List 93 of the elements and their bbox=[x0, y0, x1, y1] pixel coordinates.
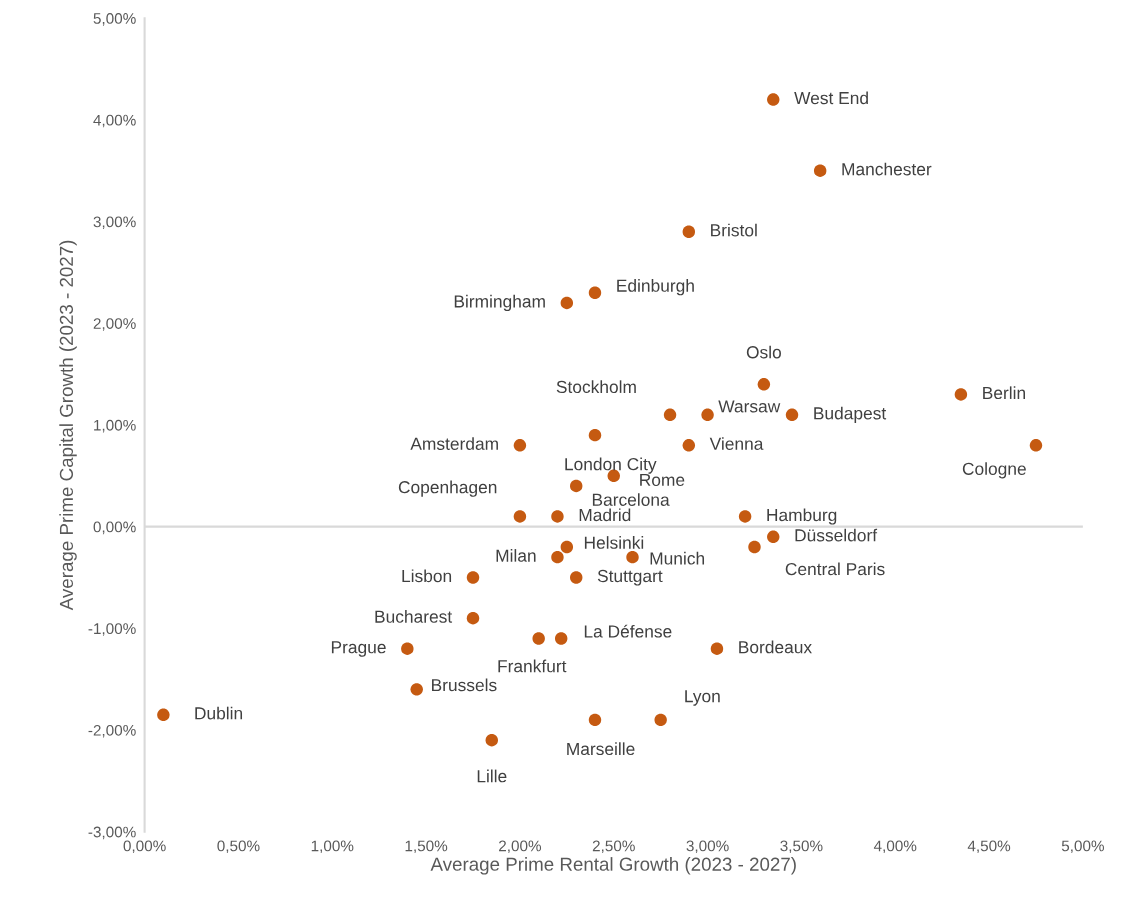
point bbox=[748, 540, 761, 554]
point bbox=[588, 428, 602, 442]
point bbox=[757, 378, 771, 391]
y-tick-label: -2,00% bbox=[88, 724, 136, 738]
point bbox=[157, 708, 170, 721]
annotation: Vienna bbox=[709, 437, 764, 450]
annotation: Central Paris bbox=[785, 562, 885, 576]
point bbox=[710, 642, 724, 655]
y-tick-label: -1,00% bbox=[88, 623, 136, 636]
annotation: Amsterdam bbox=[410, 437, 498, 450]
x-tick-label: 3,00% bbox=[686, 840, 729, 854]
annotation: Edinburgh bbox=[617, 279, 694, 296]
annotation: Birmingham bbox=[454, 294, 545, 312]
point bbox=[663, 408, 677, 421]
x-tick-label: 4,50% bbox=[967, 840, 1011, 854]
annotation: Lille bbox=[477, 769, 507, 783]
annotation: Warsaw bbox=[718, 400, 781, 413]
annotation: Brussels bbox=[432, 678, 497, 692]
x-tick-label: 1,00% bbox=[311, 840, 354, 854]
annotation: Stuttgart bbox=[597, 569, 663, 586]
annotation: Frankfurt bbox=[498, 659, 567, 673]
annotation: Budapest bbox=[814, 406, 887, 423]
annotation: Munich bbox=[650, 551, 705, 565]
point bbox=[767, 530, 780, 544]
annotation: Copenhagen bbox=[398, 480, 497, 497]
annotation: La Défense bbox=[584, 624, 672, 638]
annotation: Rome bbox=[640, 473, 685, 487]
point bbox=[551, 510, 564, 523]
point bbox=[570, 479, 583, 493]
annotation: London City bbox=[565, 457, 657, 474]
annotation: Cologne bbox=[962, 462, 1026, 479]
point bbox=[767, 93, 780, 106]
point bbox=[560, 296, 574, 310]
annotation: Oslo bbox=[746, 345, 781, 359]
point bbox=[1029, 439, 1043, 452]
annotation: Berlin bbox=[983, 386, 1025, 400]
point bbox=[654, 713, 667, 727]
x-tick-label: 5,00% bbox=[1061, 840, 1104, 854]
point bbox=[401, 642, 414, 655]
y-tick-label: 1,00% bbox=[94, 419, 136, 433]
annotation: Barcelona bbox=[592, 493, 670, 506]
y-tick-label: 2,00% bbox=[93, 318, 136, 331]
y-tick-label: 5,00% bbox=[93, 13, 136, 26]
annotation: Dublin bbox=[195, 706, 243, 720]
annotation: West End bbox=[794, 91, 868, 105]
annotation: Manchester bbox=[842, 162, 932, 176]
point bbox=[570, 571, 583, 584]
annotation: Madrid bbox=[579, 508, 631, 522]
annotation: Marseille bbox=[567, 742, 635, 756]
point bbox=[785, 408, 799, 421]
point bbox=[410, 683, 423, 696]
annotation: Milan bbox=[496, 549, 536, 562]
point bbox=[513, 510, 527, 523]
y-tick-label: -3,00% bbox=[88, 826, 136, 840]
point bbox=[554, 632, 568, 645]
point bbox=[682, 225, 696, 238]
annotation: Bordeaux bbox=[739, 640, 812, 654]
point bbox=[466, 571, 480, 584]
y-tick-label: 0,00% bbox=[93, 521, 136, 535]
annotation: Bristol bbox=[711, 223, 757, 237]
point bbox=[626, 550, 639, 564]
annotation: Prague bbox=[331, 641, 386, 657]
point bbox=[588, 713, 602, 727]
point bbox=[701, 408, 714, 421]
x-tick-label: 3,50% bbox=[780, 840, 823, 854]
point bbox=[513, 439, 527, 452]
point bbox=[588, 286, 602, 299]
annotation: Helsinki bbox=[584, 536, 644, 549]
point bbox=[813, 164, 827, 177]
point bbox=[682, 439, 696, 452]
y-axis-title: Average Prime Capital Growth (2023 - 2027) bbox=[59, 240, 77, 611]
point bbox=[551, 550, 564, 564]
annotation: Lyon bbox=[685, 690, 720, 706]
annotation: Lisbon bbox=[402, 569, 452, 583]
annotation: Stockholm bbox=[556, 380, 636, 394]
annotation: Hamburg bbox=[767, 508, 837, 525]
y-tick-label: 4,00% bbox=[93, 114, 136, 128]
y-tick-label: 3,00% bbox=[93, 216, 136, 230]
x-tick-label: 1,50% bbox=[405, 840, 448, 854]
annotation: Bucharest bbox=[375, 610, 453, 623]
x-tick-label: 2,50% bbox=[592, 840, 635, 854]
x-axis-title: Average Prime Rental Growth (2023 - 2027) bbox=[430, 857, 796, 875]
x-tick-label: 0,50% bbox=[217, 840, 260, 854]
point bbox=[954, 388, 968, 401]
x-tick-label: 0,00% bbox=[123, 840, 166, 854]
point bbox=[466, 611, 480, 625]
x-tick-label: 2,00% bbox=[499, 840, 542, 854]
point bbox=[560, 540, 574, 554]
x-tick-label: 4,00% bbox=[873, 840, 917, 854]
point bbox=[738, 510, 752, 523]
annotation: Düsseldorf bbox=[795, 528, 878, 542]
point bbox=[532, 632, 545, 645]
point bbox=[485, 734, 498, 747]
